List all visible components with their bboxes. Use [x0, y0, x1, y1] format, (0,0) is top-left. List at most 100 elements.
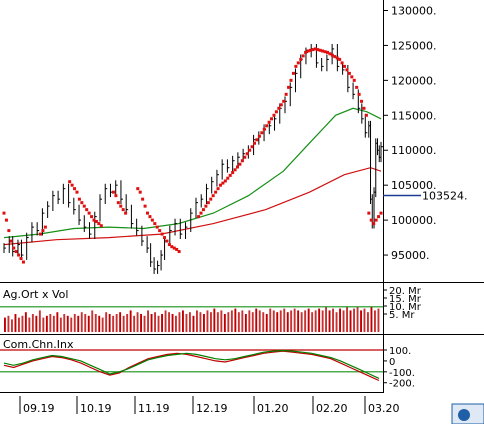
sar-dot [206, 201, 210, 205]
volume-bar [73, 314, 76, 332]
volume-bar [210, 312, 212, 332]
volume-bar [255, 308, 258, 332]
volume-bar [367, 312, 369, 332]
sar-dot [21, 260, 25, 264]
cci-panel: Com.Chn.Inx [0, 338, 383, 382]
sar-dot [233, 168, 237, 172]
sar-dot [272, 113, 276, 117]
sar-dot [77, 197, 81, 201]
sar-dot [201, 208, 205, 212]
sar-dot [80, 201, 84, 205]
volume-bar [80, 312, 83, 332]
sar-dot [75, 190, 79, 194]
y-axis: 130000. 125000. 120000. 115000. 110000. 10500… [383, 4, 468, 390]
sar-dot [374, 218, 378, 222]
sar-dot [99, 224, 103, 228]
volume-bar [35, 315, 38, 332]
volume-bar [182, 310, 184, 332]
sar-dot [111, 190, 115, 194]
sar-dot [223, 179, 227, 183]
price-tick-label-3: 115000. [391, 109, 437, 122]
volume-bar [244, 314, 247, 332]
sar-dot [367, 211, 371, 215]
volume-bar [143, 315, 146, 332]
price-tick-label-4: 110000. [391, 144, 437, 157]
volume-bar [269, 308, 272, 332]
sar-dot [82, 204, 86, 208]
sar-dot [340, 61, 344, 65]
volume-bar [349, 310, 352, 332]
volume-panel: Ag.Ort x Vol [0, 288, 383, 332]
sar-dot [311, 48, 315, 52]
volume-bar [14, 314, 17, 332]
volume-bar [28, 317, 31, 332]
volume-bar [213, 308, 216, 332]
volume-bar [91, 310, 94, 332]
sar-dot [68, 180, 72, 184]
sar-dot [155, 225, 159, 229]
corner-icon[interactable] [451, 403, 484, 424]
sar-dot [379, 211, 383, 215]
volume-bar [147, 310, 149, 332]
volume-bar [185, 314, 188, 332]
volume-bar [342, 310, 345, 332]
sar-dot [143, 204, 147, 208]
cci-series-0 [3, 350, 380, 382]
sar-dot [330, 53, 334, 57]
sar-dot [124, 211, 128, 215]
sar-dot [304, 50, 308, 54]
volume-bar [199, 312, 202, 332]
volume-bar [136, 312, 139, 332]
sar-dot [204, 204, 208, 208]
cci-tick-label-2: -100. [389, 368, 415, 379]
sar-dot [218, 183, 222, 187]
sar-dot [360, 99, 364, 103]
price-tick-label-5: 105000. [391, 179, 437, 192]
sar-dot [138, 190, 142, 194]
sar-dot [333, 55, 337, 59]
sar-dot [355, 85, 359, 89]
sar-dot [274, 110, 278, 114]
volume-bar [272, 310, 275, 332]
sar-dot [216, 187, 220, 191]
sar-dot [282, 99, 286, 103]
sar-dot [38, 232, 42, 236]
sar-dot [119, 204, 123, 208]
sar-dot [294, 64, 298, 68]
volume-bar [164, 310, 167, 332]
volume-bar [325, 306, 327, 332]
volume-bar [168, 312, 170, 332]
sar-dot [238, 162, 242, 166]
sar-dot [73, 187, 77, 191]
sar-dot [228, 173, 232, 177]
sar-dot [325, 50, 329, 54]
volume-bar [126, 314, 129, 332]
volume-bar [234, 308, 237, 332]
sar-dot [197, 215, 201, 219]
volume-tick-label-1: 15. Mr [389, 294, 422, 305]
sar-dot [240, 159, 244, 163]
sar-dot [377, 215, 381, 219]
sar-dot [279, 103, 283, 107]
x-axis: 09.19 10.19 11.19 12.19 01.20 02.20 03.20 [19, 396, 400, 415]
sar-dot [245, 152, 249, 156]
cci-series-1 [3, 349, 380, 379]
volume-bar [311, 312, 314, 332]
sar-dot [343, 64, 347, 68]
sar-dot [372, 222, 376, 226]
corner-icon-glyph [458, 409, 470, 421]
sar-dot [362, 106, 366, 110]
volume-tick-label-2: 10. Mr [389, 302, 422, 313]
sar-dot [158, 229, 162, 233]
x-tick-label-1: 10.19 [80, 402, 112, 415]
sar-dot [170, 245, 174, 249]
volume-bar [189, 312, 191, 332]
sar-dot [167, 243, 171, 247]
x-tick-label-2: 11.19 [138, 402, 170, 415]
volume-bar [161, 314, 163, 332]
volume-bar [339, 308, 341, 332]
price-tick-label-6: 100000. [391, 214, 437, 227]
sar-dot [209, 197, 213, 201]
cci-panel-title: Com.Chn.Inx [3, 338, 74, 351]
volume-bar [108, 314, 111, 332]
